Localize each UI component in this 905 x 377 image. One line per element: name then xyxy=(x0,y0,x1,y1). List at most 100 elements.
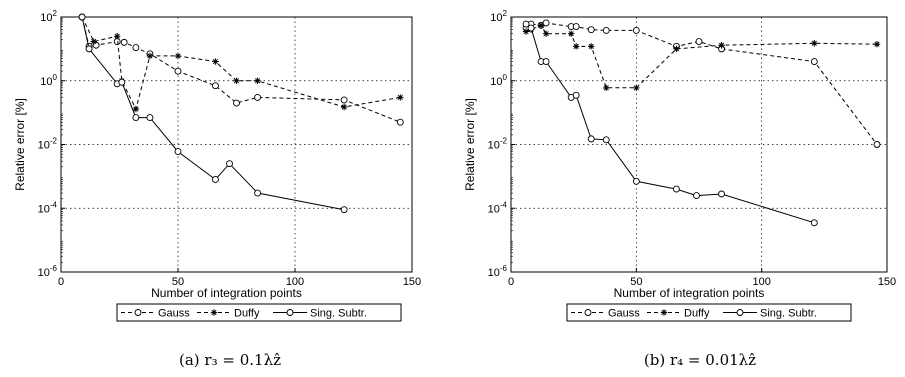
data-point xyxy=(718,190,726,198)
plot-frame xyxy=(510,16,888,273)
data-point xyxy=(672,185,680,193)
series-line xyxy=(81,16,401,111)
data-point xyxy=(233,99,240,107)
legend-label: Gauss xyxy=(608,308,640,320)
y-tick-exponent: 0 xyxy=(53,73,58,82)
y-tick-label: 10-6 xyxy=(38,264,58,279)
data-point xyxy=(174,52,182,60)
data-point xyxy=(572,91,580,99)
legend-marker xyxy=(660,309,668,316)
data-point xyxy=(92,41,100,49)
data-point xyxy=(537,22,545,29)
y-axis-label: Relative error [%] xyxy=(13,98,27,191)
y-tick-exponent: -4 xyxy=(500,200,508,209)
data-point xyxy=(396,118,404,126)
data-point xyxy=(522,28,530,35)
data-point xyxy=(873,41,881,48)
data-point xyxy=(212,58,219,65)
legend: Gauss Duffy Sing. Subtr. xyxy=(116,303,402,322)
data-point xyxy=(695,38,703,45)
data-point xyxy=(718,42,725,49)
x-axis-label: Number of integration points xyxy=(151,286,302,300)
data-point xyxy=(226,160,233,168)
legend-label: Gauss xyxy=(158,308,190,320)
x-tick-label: 100 xyxy=(286,276,304,288)
data-point xyxy=(587,26,595,34)
x-tick-label: 0 xyxy=(508,276,514,288)
data-point xyxy=(572,23,580,31)
data-point xyxy=(602,26,610,34)
y-tick-label: 102 xyxy=(490,9,507,24)
legend-marker xyxy=(736,309,744,316)
x-tick-label: 150 xyxy=(878,276,896,288)
data-point xyxy=(567,30,575,37)
y-tick-label: 100 xyxy=(40,73,57,88)
y-axis-label: Relative error [%] xyxy=(463,98,477,191)
figure-caption: (b) r₄ = 0.01λẑ xyxy=(644,351,756,369)
data-point xyxy=(693,192,700,200)
y-tick-base: 10 xyxy=(488,203,500,215)
data-point xyxy=(132,105,140,113)
y-tick-exponent: 2 xyxy=(503,9,508,18)
data-point xyxy=(522,20,530,28)
y-tick-exponent: -4 xyxy=(50,200,58,209)
y-tick-label: 10-2 xyxy=(488,137,508,152)
data-point xyxy=(113,32,121,40)
x-tick-label: 0 xyxy=(58,276,64,288)
x-axis-label: Number of integration points xyxy=(614,286,765,300)
y-tick-base: 10 xyxy=(38,267,50,279)
legend-marker xyxy=(210,309,218,316)
y-tick-base: 10 xyxy=(488,267,500,279)
data-point xyxy=(233,77,240,84)
y-tick-base: 10 xyxy=(488,140,500,152)
data-point xyxy=(633,84,640,92)
legend-box xyxy=(566,303,852,322)
y-tick-label: 10-6 xyxy=(488,264,508,279)
data-point xyxy=(632,26,640,34)
x-tick-label: 50 xyxy=(172,276,184,288)
legend: Gauss Duffy Sing. Subtr. xyxy=(566,303,852,322)
series-line xyxy=(525,24,878,89)
series-gauss xyxy=(78,13,404,126)
y-tick-exponent: -2 xyxy=(500,137,508,146)
legend-label: Sing. Subtr. xyxy=(310,308,367,320)
data-point xyxy=(113,38,121,45)
data-point xyxy=(254,77,261,84)
data-point xyxy=(146,114,154,122)
data-point xyxy=(542,58,550,66)
y-tick-base: 10 xyxy=(38,203,50,215)
data-point xyxy=(211,176,219,183)
data-point xyxy=(397,94,404,101)
y-tick-label: 10-2 xyxy=(38,137,58,152)
plot-frame xyxy=(60,16,413,273)
data-point xyxy=(340,103,348,111)
y-tick-exponent: -6 xyxy=(500,264,508,273)
data-point xyxy=(132,44,140,52)
series-line xyxy=(81,16,401,123)
series-gauss xyxy=(522,19,881,148)
data-point xyxy=(527,24,535,32)
series-line xyxy=(525,23,815,224)
legend-marker xyxy=(134,309,142,316)
data-point xyxy=(810,58,818,66)
legend-marker xyxy=(584,309,592,316)
data-point xyxy=(254,93,262,101)
y-tick-label: 100 xyxy=(490,73,507,88)
y-tick-base: 10 xyxy=(38,140,50,152)
data-point xyxy=(211,82,219,90)
x-tick-label: 150 xyxy=(403,276,421,288)
data-point xyxy=(174,67,182,75)
y-tick-base: 10 xyxy=(490,12,502,24)
data-point xyxy=(572,43,580,50)
y-tick-base: 10 xyxy=(490,76,502,88)
data-point xyxy=(340,96,348,104)
data-point xyxy=(873,141,881,148)
series-sing-subtr xyxy=(78,13,348,214)
legend-label: Sing. Subtr. xyxy=(760,308,817,320)
y-tick-label: 10-4 xyxy=(38,200,58,215)
y-tick-base: 10 xyxy=(40,76,52,88)
y-tick-label: 10-4 xyxy=(488,200,508,215)
